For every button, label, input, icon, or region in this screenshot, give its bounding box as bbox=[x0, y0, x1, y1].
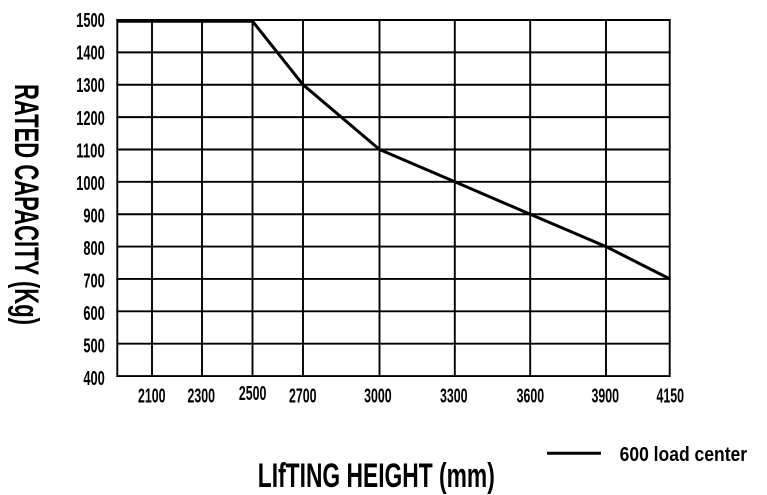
svg-text:LIfTING HEIGHT (mm): LIfTING HEIGHT (mm) bbox=[258, 457, 495, 495]
svg-text:2700: 2700 bbox=[289, 386, 317, 408]
svg-text:400: 400 bbox=[83, 367, 104, 390]
svg-text:2300: 2300 bbox=[188, 386, 216, 408]
svg-text:1400: 1400 bbox=[76, 42, 105, 65]
svg-text:900: 900 bbox=[83, 204, 104, 227]
svg-text:3900: 3900 bbox=[592, 386, 620, 408]
svg-text:500: 500 bbox=[83, 335, 104, 358]
svg-text:2100: 2100 bbox=[138, 386, 166, 408]
svg-text:600 load center: 600 load center bbox=[620, 444, 748, 466]
svg-text:1000: 1000 bbox=[76, 172, 105, 195]
svg-text:1100: 1100 bbox=[76, 139, 105, 162]
svg-text:RATED CAPACITY (Kg): RATED CAPACITY (Kg) bbox=[7, 84, 45, 325]
svg-text:800: 800 bbox=[83, 237, 104, 260]
svg-text:600: 600 bbox=[83, 302, 104, 325]
svg-text:1300: 1300 bbox=[76, 74, 105, 97]
svg-text:3600: 3600 bbox=[517, 386, 545, 408]
svg-text:1200: 1200 bbox=[76, 107, 105, 130]
svg-text:1500: 1500 bbox=[76, 9, 105, 32]
svg-text:2500: 2500 bbox=[239, 383, 267, 405]
svg-text:3000: 3000 bbox=[364, 386, 392, 408]
svg-text:4150: 4150 bbox=[656, 386, 684, 408]
svg-text:700: 700 bbox=[83, 270, 104, 293]
svg-text:3300: 3300 bbox=[440, 386, 468, 408]
